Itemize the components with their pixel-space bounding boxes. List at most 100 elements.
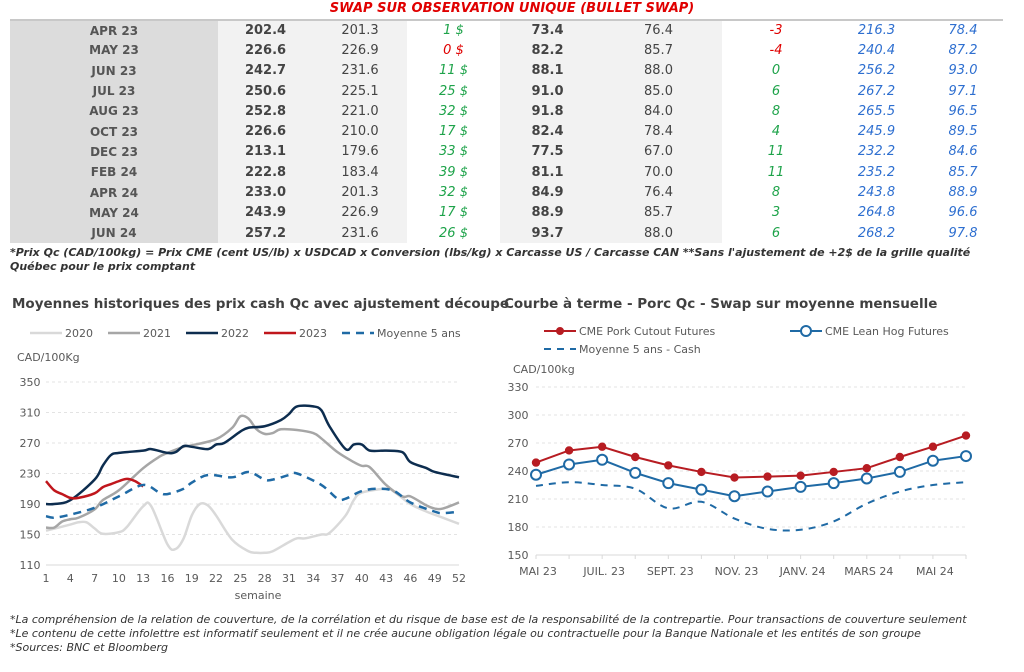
series-line-2023 [45,477,144,500]
table-cell: 1 $ [443,23,464,39]
y-tick-label: 350 [20,376,41,389]
y-tick-label: 180 [508,521,529,534]
table-row: MAY 23 226.6 226.9 0 $ 82.2 85.7 -4 240.4 87.2 [10,40,1003,61]
data-point [530,468,542,481]
data-point [860,472,873,485]
data-point [961,431,971,440]
table-cell: 77.5 [500,141,595,163]
legend-marker [556,327,564,335]
table-cell: 87.2 [948,42,978,58]
table-cell: AUG 23 [10,101,218,122]
series-line-2020 [45,487,460,555]
table-cell: DEC 23 [10,141,218,163]
table-cell: 222.8 [218,162,313,183]
table-cell: 93.0 [948,63,978,79]
table-cell: 201.3 [313,20,407,41]
table-cell: 6 [771,83,781,99]
table-cell: 11 $ [439,63,468,79]
x-tick-label: 28 [258,572,272,585]
table-cell: 11 [767,144,785,160]
x-tick-label: SEPT. 23 [647,565,694,578]
table-cell: 252.8 [218,101,313,122]
table-cell: 8 [771,185,781,201]
table-row: JUN 24 257.2 231.6 26 $ 93.7 88.0 6 268.2 97.8 [10,222,1003,244]
table-cell: 179.6 [313,141,407,163]
table-cell: 73.4 [500,20,595,41]
table-cell: 256.2 [857,63,896,79]
formula-note: *Prix Qc (CAD/100kg) = Prix CME (cent US… [10,246,971,273]
data-point [960,450,972,463]
data-point [794,480,807,493]
table-cell: 202.4 [218,20,313,41]
table-cell: 82.4 [500,121,595,142]
y-tick-label: 330 [508,381,529,394]
table-cell: 267.2 [857,83,896,99]
table-cell: 226.6 [218,121,313,142]
x-tick-label: MAI 24 [916,565,954,578]
footnote: *La compréhension de la relation de couv… [10,613,967,626]
table-cell: 32 $ [439,103,468,119]
table-cell: 4 [771,124,781,140]
data-point [662,477,675,490]
table-cell: MAY 24 [10,202,218,223]
table-cell: 240.4 [857,42,896,58]
x-tick-label: 34 [306,572,320,585]
x-tick-label: 22 [209,572,223,585]
table-cell: 85.7 [948,164,978,180]
x-tick-label: 13 [136,572,150,585]
table-cell: 81.1 [500,162,595,183]
x-tick-label: 1 [43,572,50,585]
x-tick-label: 7 [91,572,98,585]
table-cell: -3 [769,23,783,39]
chart1-title: Moyennes historiques des prix cash Qc av… [12,296,510,312]
data-point [796,471,805,480]
table-cell: 231.6 [313,60,407,81]
data-point [926,454,939,467]
table-cell: 88.0 [595,222,722,244]
table-row: OCT 23 226.6 210.0 17 $ 82.4 78.4 4 245.9 89.5 [10,121,1003,142]
data-point [761,485,774,498]
table-row: JUL 23 250.6 225.1 25 $ 91.0 85.0 6 267.2 97.1 [10,80,1003,102]
table-cell: 6 [771,225,781,241]
table-cell: 67.0 [595,141,722,163]
table-cell: 226.9 [313,202,407,223]
y-tick-label: 300 [508,409,529,422]
x-tick-label: NOV. 23 [715,565,759,578]
table-cell: 78.4 [948,23,978,39]
data-point [895,452,905,462]
table-cell: JUL 23 [10,80,218,102]
data-point [829,467,838,477]
table-cell: 233.0 [218,182,313,203]
legend-label: 2021 [143,327,171,340]
table-cell: 201.3 [313,182,407,203]
y-tick-label: 240 [508,465,529,478]
y-tick-label: 150 [20,529,41,542]
data-point [827,477,840,490]
data-point [763,472,772,481]
x-tick-label: 25 [233,572,247,585]
table-cell: 242.7 [218,60,313,81]
table-cell: 226.6 [218,40,313,61]
x-tick-label: 43 [379,572,393,585]
y-tick-label: 230 [20,468,41,481]
x-tick-label: 49 [428,572,442,585]
table-cell: 232.2 [857,144,896,160]
data-point [629,466,642,479]
x-tick-label: 46 [403,572,417,585]
table-cell: 96.5 [948,103,978,119]
table-cell: 76.4 [595,182,722,203]
data-point [596,453,609,466]
table-cell: JUN 23 [10,60,218,81]
data-point [531,458,541,467]
x-tick-label: MAI 23 [519,565,557,578]
table-cell: 210.0 [313,121,407,142]
table-cell: 216.3 [857,23,896,39]
legend-label: 2020 [65,327,93,340]
chart2-title: Courbe à terme - Porc Qc - Swap sur moye… [504,296,938,312]
legend-label: Moyenne 5 ans - Cash [579,343,701,356]
legend-label: 2022 [221,327,249,340]
legend-label: Moyenne 5 ans [377,327,461,340]
table-cell: 91.8 [500,101,595,122]
table-cell: 231.6 [313,222,407,244]
table-cell: 243.9 [218,202,313,223]
